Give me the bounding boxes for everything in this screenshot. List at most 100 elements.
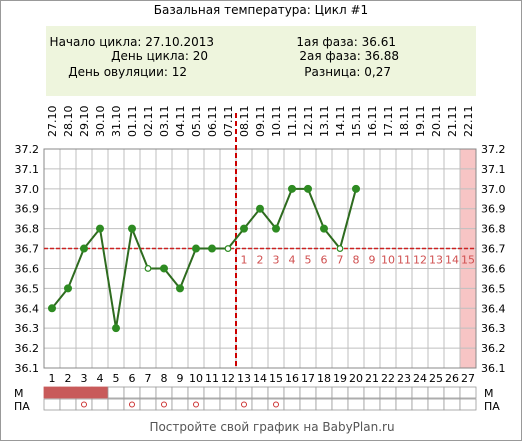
temperature-point[interactable] — [48, 304, 57, 313]
menses-cell[interactable] — [59, 386, 77, 399]
pa-cell[interactable] — [123, 398, 141, 411]
menses-cell[interactable] — [379, 386, 397, 399]
temperature-point[interactable] — [159, 264, 168, 273]
menses-cell[interactable] — [395, 386, 413, 399]
pa-cell[interactable] — [187, 398, 205, 411]
menses-cell[interactable] — [235, 386, 253, 399]
temperature-point[interactable] — [287, 184, 296, 193]
temperature-point[interactable] — [80, 244, 89, 253]
menses-cell[interactable] — [331, 386, 349, 399]
y-tick-left: 37.1 — [15, 163, 40, 176]
cycle-day-label: 9 — [177, 372, 184, 385]
pa-cell[interactable] — [363, 398, 381, 411]
y-tick-right: 36.7 — [481, 243, 506, 256]
menses-cell[interactable] — [459, 386, 477, 399]
pa-cell[interactable] — [251, 398, 269, 411]
menses-cell[interactable] — [443, 386, 461, 399]
pa-marker — [273, 401, 279, 408]
ovulation-day-text: День овуляции: 12 — [68, 65, 187, 79]
footer-text[interactable]: Постройте свой график на BabyPlan.ru — [149, 420, 394, 434]
temperature-point-open[interactable] — [224, 245, 232, 252]
menses-cell[interactable] — [315, 386, 333, 399]
date-label: 10.11 — [270, 106, 283, 138]
date-label: 28.10 — [62, 106, 75, 138]
menses-cell[interactable] — [283, 386, 301, 399]
pa-cell[interactable] — [379, 398, 397, 411]
pa-cell[interactable] — [219, 398, 237, 411]
pa-cell[interactable] — [443, 398, 461, 411]
pa-cell[interactable] — [331, 398, 349, 411]
menses-cell[interactable] — [139, 386, 157, 399]
temperature-point[interactable] — [303, 184, 312, 193]
cycle-day-label: 27 — [461, 372, 475, 385]
temperature-point[interactable] — [255, 204, 264, 213]
menses-cell[interactable] — [251, 386, 269, 399]
temperature-point-open[interactable] — [336, 245, 344, 252]
phase1-text: 1ая фаза: 36.61 — [296, 35, 396, 49]
pa-cell[interactable] — [347, 398, 365, 411]
pa-cell[interactable] — [107, 398, 125, 411]
menses-cell[interactable] — [267, 386, 285, 399]
luteal-day-label: 13 — [429, 254, 443, 267]
temperature-point[interactable] — [351, 184, 360, 193]
temperature-point[interactable] — [239, 224, 248, 233]
menses-cell[interactable] — [43, 386, 61, 399]
date-labels: 27.10 28.10 29.10 30.10 31.10 01.11 02.11 03.11… — [46, 106, 475, 138]
pa-cell[interactable] — [171, 398, 189, 411]
cycle-start-text: Начало цикла: 27.10.2013 — [50, 35, 214, 49]
temperature-point[interactable] — [207, 244, 216, 253]
pa-cell[interactable] — [235, 398, 253, 411]
menses-cell[interactable] — [155, 386, 173, 399]
pa-cell[interactable] — [411, 398, 429, 411]
y-axis-labels: 37.2 37.2 37.1 37.1 37.0 37.0 36.9 36.9 36.8 36.8… — [15, 143, 506, 375]
luteal-day-label: 11 — [397, 254, 411, 267]
menses-cell[interactable] — [411, 386, 429, 399]
pa-cell[interactable] — [267, 398, 285, 411]
pa-cell[interactable] — [459, 398, 477, 411]
cycle-day-label: 12 — [221, 372, 235, 385]
pa-cell[interactable] — [395, 398, 413, 411]
menses-cell[interactable] — [171, 386, 189, 399]
temperature-point[interactable] — [64, 284, 73, 293]
temperature-point[interactable] — [319, 224, 328, 233]
pa-cell[interactable] — [75, 398, 93, 411]
temperature-point-open[interactable] — [144, 265, 152, 272]
pa-cell[interactable] — [91, 398, 109, 411]
pa-cell[interactable] — [427, 398, 445, 411]
pa-cell[interactable] — [43, 398, 61, 411]
menses-cell[interactable] — [363, 386, 381, 399]
menses-cell[interactable] — [123, 386, 141, 399]
y-tick-left: 36.9 — [15, 203, 40, 216]
temperature-point[interactable] — [271, 224, 280, 233]
pa-cell[interactable] — [155, 398, 173, 411]
date-label: 29.10 — [78, 106, 91, 138]
y-tick-right: 36.4 — [481, 302, 506, 315]
phase2-text: 2ая фаза: 36.88 — [299, 49, 399, 63]
pa-cell[interactable] — [59, 398, 77, 411]
y-tick-left: 36.4 — [15, 302, 40, 315]
menses-cell[interactable] — [203, 386, 221, 399]
date-label: 19.11 — [414, 106, 427, 138]
cycle-day-label: 11 — [205, 372, 219, 385]
temperature-point[interactable] — [96, 224, 105, 233]
cycle-day-label: 5 — [113, 372, 120, 385]
temperature-point[interactable] — [175, 284, 184, 293]
menses-cell[interactable] — [427, 386, 445, 399]
temperature-point[interactable] — [127, 224, 136, 233]
pa-cell[interactable] — [315, 398, 333, 411]
menses-cell[interactable] — [347, 386, 365, 399]
pa-cell[interactable] — [139, 398, 157, 411]
menses-cell[interactable] — [91, 386, 109, 399]
menses-cell[interactable] — [187, 386, 205, 399]
menses-cell[interactable] — [107, 386, 125, 399]
pa-cell[interactable] — [203, 398, 221, 411]
menses-cell[interactable] — [299, 386, 317, 399]
menses-cell[interactable] — [219, 386, 237, 399]
pa-cell[interactable] — [299, 398, 317, 411]
menses-cell[interactable] — [75, 386, 93, 399]
temperature-point[interactable] — [112, 324, 121, 333]
temperature-point[interactable] — [191, 244, 200, 253]
pa-cell[interactable] — [283, 398, 301, 411]
date-label: 16.11 — [366, 106, 379, 138]
